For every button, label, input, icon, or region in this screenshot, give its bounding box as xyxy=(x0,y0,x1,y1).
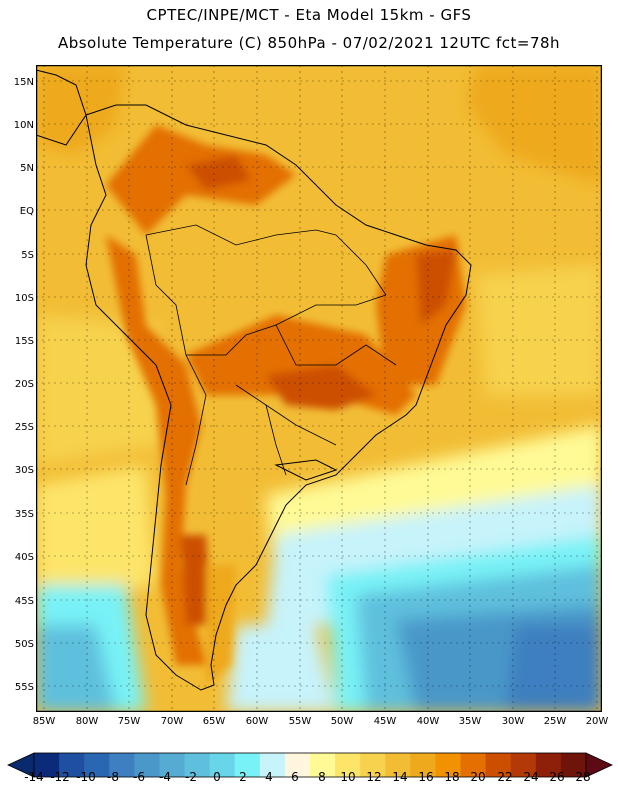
colorbar-label: 24 xyxy=(523,770,539,784)
lat-label-40s: 40S xyxy=(14,552,34,563)
lat-label-15n: 15N xyxy=(13,77,34,88)
lat-label-50s: 50S xyxy=(14,639,34,650)
lon-label-85w: 85W xyxy=(32,716,56,727)
colorbar-label: -14 xyxy=(24,770,44,784)
lon-label-75w: 75W xyxy=(117,716,141,727)
warm-land-shading xyxy=(106,125,466,685)
colorbar-label: 22 xyxy=(497,770,513,784)
lat-label-25s: 25S xyxy=(14,422,34,433)
map-title: CPTEC/INPE/MCT - Eta Model 15km - GFS xyxy=(146,6,472,24)
colorbar-label: 4 xyxy=(265,770,273,784)
colorbar-label: 2 xyxy=(239,770,247,784)
colorbar-cell xyxy=(134,753,160,777)
lat-label-15s: 15S xyxy=(14,336,34,347)
colorbar-cell xyxy=(209,753,236,777)
colorbar-label: -12 xyxy=(50,770,70,784)
colorbar-cell xyxy=(34,753,60,777)
coastlines xyxy=(36,69,472,691)
lat-label-30s: 30S xyxy=(14,465,34,476)
colorbar-cell xyxy=(234,753,261,777)
lat-label-10s: 10S xyxy=(14,293,34,304)
colorbar-cell xyxy=(360,753,386,777)
colorbar-label: -10 xyxy=(76,770,96,784)
lon-label-70w: 70W xyxy=(160,716,184,727)
lon-label-55w: 55W xyxy=(288,716,312,727)
colorbar-label: -6 xyxy=(133,770,145,784)
lon-label-35w: 35W xyxy=(458,716,482,727)
colorbar-label: 0 xyxy=(213,770,221,784)
colorbar-cell xyxy=(560,753,587,777)
colorbar-label: 8 xyxy=(318,770,326,784)
lat-label-5s: 5S xyxy=(21,250,34,261)
colorbar-label: 14 xyxy=(392,770,408,784)
lat-label-20s: 20S xyxy=(14,379,34,390)
colorbar-cell xyxy=(59,753,85,777)
colorbar-label: 18 xyxy=(444,770,460,784)
colorbar-label: 16 xyxy=(418,770,434,784)
colorbar-label: 6 xyxy=(291,770,299,784)
lat-label-eq: EQ xyxy=(19,206,34,217)
colorbar-cell xyxy=(410,753,436,777)
lon-label-50w: 50W xyxy=(330,716,354,727)
colorbar-label: 12 xyxy=(366,770,382,784)
map-subtitle: Absolute Temperature (C) 850hPa - 07/02/… xyxy=(57,34,561,52)
colorbar-cell xyxy=(109,753,135,777)
lon-label-60w: 60W xyxy=(245,716,269,727)
colorbar-label: -2 xyxy=(185,770,197,784)
lon-label-25w: 25W xyxy=(543,716,567,727)
colorbar-label: 28 xyxy=(575,770,591,784)
colorbar-cell xyxy=(485,753,512,777)
colorbar-label: 10 xyxy=(340,770,356,784)
colorbar-cell xyxy=(284,753,311,777)
colorbar-cell xyxy=(510,753,537,777)
lat-label-10n: 10N xyxy=(13,120,34,131)
colorbar-cell xyxy=(159,753,186,777)
lat-lon-grid xyxy=(36,65,602,712)
colorbar-cell xyxy=(335,753,361,777)
lat-label-5n: 5N xyxy=(20,163,34,174)
colorbar-cell xyxy=(535,753,562,777)
lon-label-80w: 80W xyxy=(75,716,99,727)
colorbar-cell xyxy=(310,753,336,777)
lat-label-35s: 35S xyxy=(14,509,34,520)
lon-label-30w: 30W xyxy=(501,716,525,727)
lon-label-45w: 45W xyxy=(373,716,397,727)
temperature-map xyxy=(35,64,603,713)
map-frame xyxy=(35,64,603,713)
temperature-shading xyxy=(36,65,602,712)
lon-label-40w: 40W xyxy=(416,716,440,727)
colorbar-label: 26 xyxy=(549,770,565,784)
colorbar-cell xyxy=(460,753,487,777)
colorbar-label: -4 xyxy=(159,770,171,784)
lat-label-45s: 45S xyxy=(14,596,34,607)
colorbar-cell xyxy=(385,753,411,777)
lon-label-20w: 20W xyxy=(585,716,609,727)
colorbar xyxy=(0,748,618,784)
colorbar-label: -8 xyxy=(107,770,119,784)
lon-label-65w: 65W xyxy=(202,716,226,727)
colorbar-frame xyxy=(33,752,587,778)
colorbar-cell xyxy=(259,753,286,777)
colorbar-cell xyxy=(435,753,462,777)
colorbar-cell xyxy=(84,753,110,777)
lat-label-55s: 55S xyxy=(14,682,34,693)
country-borders xyxy=(145,224,397,486)
colorbar-label: 20 xyxy=(470,770,486,784)
colorbar-cell xyxy=(184,753,211,777)
